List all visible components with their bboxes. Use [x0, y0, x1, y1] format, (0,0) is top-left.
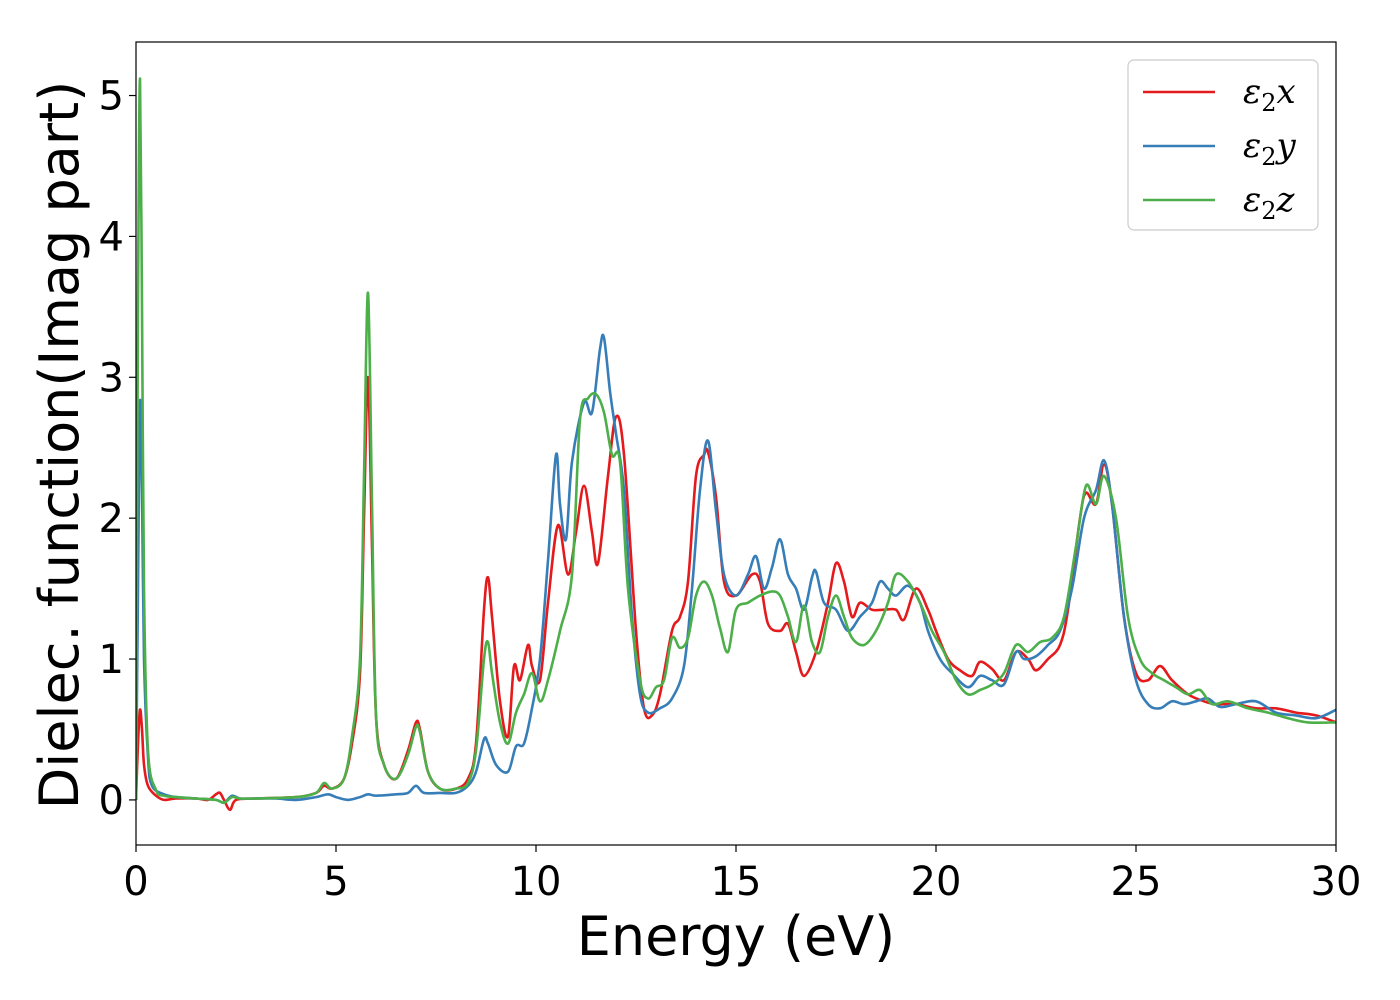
y-tick-label: 2 [99, 496, 124, 542]
x-tick-label: 20 [911, 859, 962, 905]
y-tick-label: 1 [99, 637, 124, 683]
series-line-ε2y [136, 333, 1336, 805]
plot-area-lines [136, 77, 1336, 812]
legend: ε2x ε2y ε2z [1127, 59, 1319, 231]
series-line-ε2z [136, 77, 1336, 805]
x-tick-label: 0 [123, 859, 148, 905]
legend-label: ε2z [1243, 180, 1296, 225]
y-tick-label: 0 [99, 778, 124, 824]
x-axis-ticks: 0 5 10 15 20 25 30 [123, 845, 1361, 905]
legend-label: ε2y [1243, 126, 1297, 171]
x-tick-label: 25 [1111, 859, 1162, 905]
x-axis-label: Energy (eV) [577, 905, 896, 968]
y-tick-label: 3 [99, 355, 124, 401]
plot-frame [135, 41, 1337, 846]
y-axis-ticks: 0 1 2 3 4 5 [99, 74, 136, 824]
y-tick-label: 4 [99, 214, 124, 260]
x-tick-label: 15 [711, 859, 762, 905]
series-line-ε2x [136, 375, 1336, 812]
legend-box [1127, 59, 1319, 231]
y-axis-label: Dielec. function(Imag part) [28, 81, 91, 810]
x-tick-label: 5 [323, 859, 348, 905]
y-tick-label: 5 [99, 74, 124, 120]
x-tick-label: 10 [511, 859, 562, 905]
x-tick-label: 30 [1311, 859, 1362, 905]
legend-label: ε2x [1243, 72, 1296, 117]
